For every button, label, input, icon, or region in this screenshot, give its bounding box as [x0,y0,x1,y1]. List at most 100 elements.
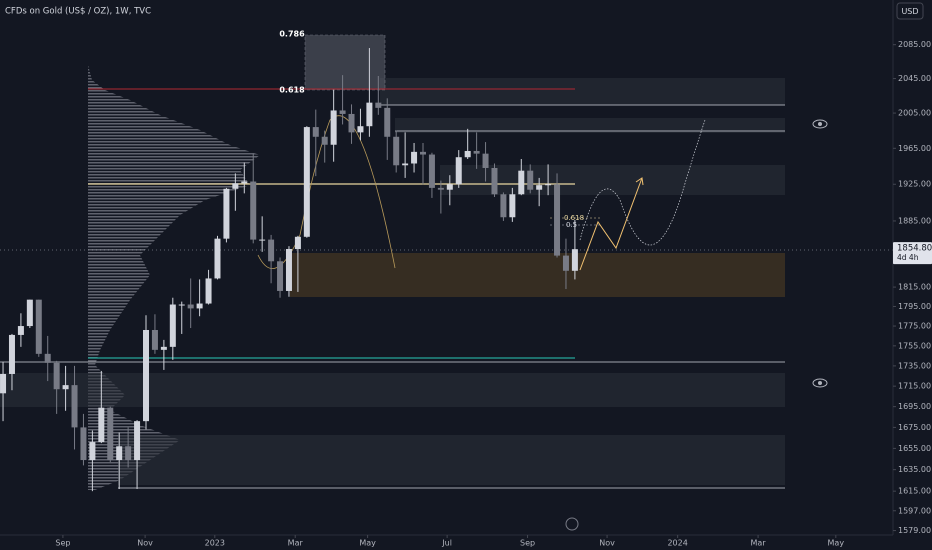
candle-body [151,329,158,350]
projection-path [579,177,643,271]
y-tick-label: 1965.00 [898,144,931,153]
x-tick-label: Jul [441,539,452,548]
last-price-box [893,242,932,265]
x-tick-label: Nov [137,539,153,548]
y-tick-label: 1755.00 [898,341,931,350]
candle-body [554,184,561,256]
candle-body [277,261,284,291]
fib-label: 0.786 [279,30,305,39]
candle-body [0,373,7,394]
y-tick-label: 1815.00 [898,283,931,292]
candle-body [545,184,552,186]
candle-body [428,154,435,188]
volume-profile [88,65,260,490]
candle-body [160,346,167,350]
fib-box [304,34,386,91]
candle-body [357,126,364,133]
chart-title: CFDs on Gold (US$ / OZ), 1W, TVC [5,7,151,17]
x-tick-label: Mar [751,539,767,548]
x-tick-label: Sep [55,539,70,548]
currency[interactable]: USD [901,7,918,16]
candle-body [178,304,185,306]
candle-body [232,183,239,189]
candle-body [411,151,418,164]
candle-body [169,304,176,347]
eye-icon[interactable] [812,119,828,129]
x-tick-label: May [828,539,845,548]
candle-body [62,385,69,390]
x-tick-label: 2024 [667,539,687,548]
candle-body [473,150,480,154]
y-tick-label: 1795.00 [898,302,931,311]
candle-body [527,170,534,190]
x-tick-label: 2023 [205,539,225,548]
candle-body [241,181,248,184]
zone [380,78,785,105]
candle-body [571,249,578,271]
x-tick-label: Sep [520,539,535,548]
y-tick-label: 2045.00 [898,74,931,83]
candle-body [500,194,507,218]
y-tick-label: 1735.00 [898,361,931,370]
price-axis [893,0,932,550]
y-tick-label: 1885.00 [898,216,931,225]
candle-body [384,107,391,137]
candle-body [35,299,42,354]
candle-body [303,127,310,237]
eye-icon[interactable] [812,378,828,388]
candle-body [107,407,114,461]
candle-body [402,163,409,166]
countdown-label: 4d 4h [897,253,919,262]
candle-body [446,184,453,190]
candle-body [482,153,489,168]
candle-body [312,127,319,137]
x-tick-label: Mar [288,539,304,548]
candle-body [223,188,230,239]
candle-body [420,151,426,155]
candle-body [80,427,87,461]
candle-body [491,167,498,195]
candle-body [98,407,105,443]
candles [0,48,578,492]
candle-body [562,255,569,271]
candle-body [330,110,337,145]
demand-zone [290,253,785,297]
candle-body [71,385,78,428]
fib-label: 0.5 [566,221,577,229]
candle-body [53,362,60,390]
candle-body [294,236,301,249]
candle-body [44,353,51,363]
candle-body [518,170,525,195]
events-icon[interactable] [565,517,579,531]
y-tick-label: 1775.00 [898,322,931,331]
candle-body [26,299,33,327]
candle-body [393,136,400,166]
y-tick-label: 1597.00 [898,506,931,515]
y-tick-label: 1695.00 [898,402,931,411]
currency-button[interactable] [896,2,924,20]
zone [395,118,785,133]
zone [440,165,785,195]
candle-body [125,446,132,461]
y-tick-label: 2005.00 [898,109,931,118]
candle-body [17,326,24,335]
candle-body [509,194,516,218]
candle-body [8,334,15,374]
candle-body [143,329,150,422]
y-tick-label: 1579.00 [898,526,931,535]
fib-label: 0.618 [564,214,584,222]
zone [118,435,785,485]
candle-body [366,102,373,127]
candle-body [268,239,275,262]
y-tick-label: 1715.00 [898,382,931,391]
candle-body [437,187,444,190]
fib-label: 0.618 [279,86,305,95]
candle-body [250,181,257,240]
projection-dotted [579,119,706,246]
candle-body [348,113,355,133]
candle-body [259,239,266,241]
candle-body [134,421,141,461]
candle-body [285,248,292,291]
y-tick-label: 2085.00 [898,40,931,49]
